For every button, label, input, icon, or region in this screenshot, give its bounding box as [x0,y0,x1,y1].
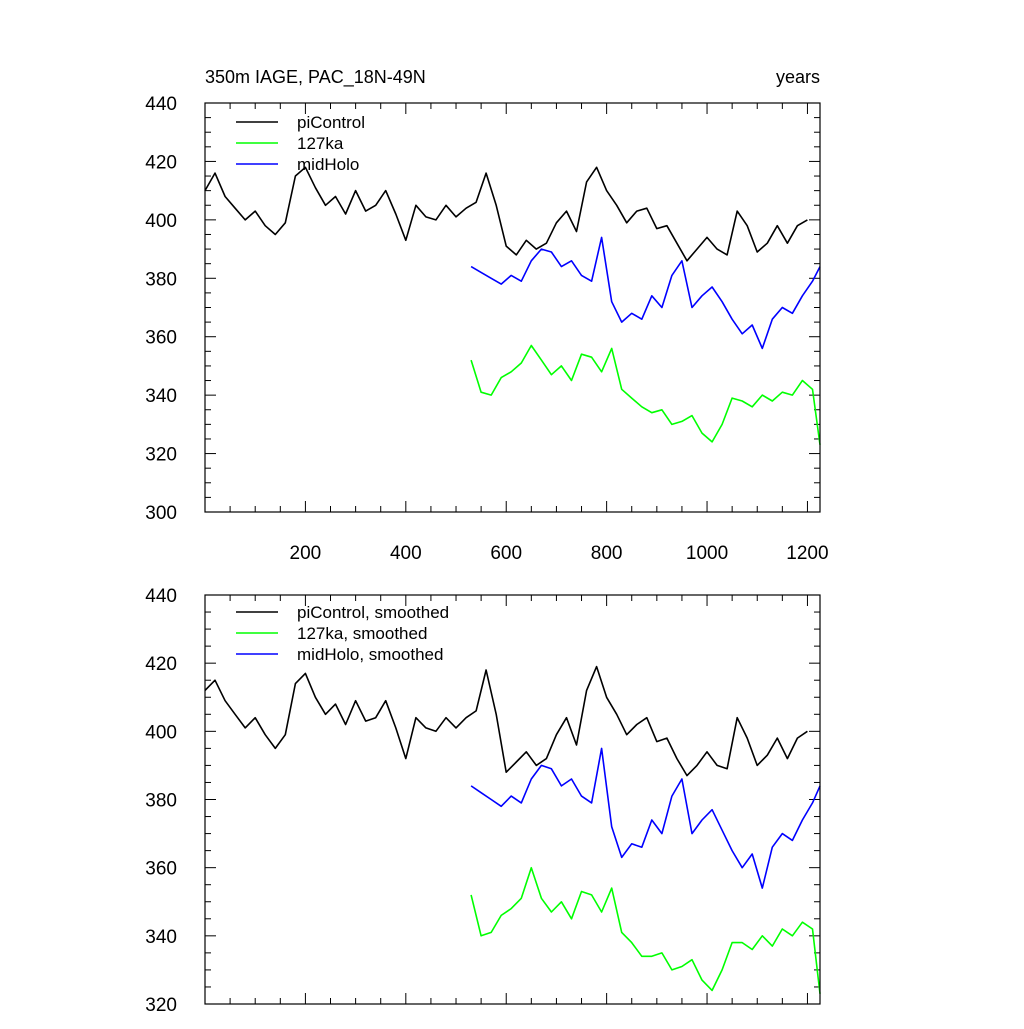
y-tick-label: 420 [145,654,177,675]
upper-y-tick-labels: 300 320 340 360 380 400 420 440 [145,94,177,524]
x-tick-label: 1200 [786,543,828,564]
upper-x-tick-labels: 200 400 600 800 1000 1200 [290,543,829,564]
x-tick-label: 1000 [686,543,728,564]
lower-y-tick-labels: 320 340 360 380 400 420 440 [145,586,177,1016]
upper-chart-title: 350m IAGE, PAC_18N-49N [205,67,426,88]
y-tick-label: 440 [145,586,177,607]
series-line-picontrol-smoothed [204,665,808,777]
lower-legend: piControl, smoothed 127ka, smoothed midHol… [236,603,449,664]
y-tick-label: 360 [145,859,177,880]
y-tick-label: 380 [145,269,177,290]
y-tick-label: 320 [145,445,177,466]
series-line-127ka-smoothed [470,866,821,994]
legend-label: 127ka [297,134,344,153]
lower-plot-frame [204,594,821,1005]
y-tick-label: 400 [145,211,177,232]
y-tick-label: 440 [145,94,177,115]
upper-chart-units: years [776,67,820,87]
upper-plot-frame [204,102,821,513]
upper-panel-series [204,166,821,445]
series-line-midholo-smoothed [470,747,821,889]
legend-label: piControl, smoothed [297,603,449,622]
legend-label: 127ka, smoothed [297,624,427,643]
legend-label: midHolo [297,155,359,174]
y-tick-label: 320 [145,995,177,1016]
series-line-picontrol [204,166,808,262]
upper-legend: piControl 127ka midHolo [236,113,365,174]
y-tick-label: 340 [145,386,177,407]
x-tick-label: 800 [591,543,623,564]
legend-label: midHolo, smoothed [297,645,443,664]
y-tick-label: 400 [145,722,177,743]
y-tick-label: 420 [145,152,177,173]
series-line-127ka [470,344,821,445]
lower-panel-series [204,665,821,994]
y-tick-label: 360 [145,328,177,349]
x-tick-label: 600 [490,543,522,564]
legend-label: piControl [297,113,365,132]
y-tick-label: 340 [145,927,177,948]
x-tick-label: 200 [290,543,322,564]
y-tick-label: 300 [145,503,177,524]
series-line-midholo [470,236,821,350]
y-tick-label: 380 [145,791,177,812]
x-tick-label: 400 [390,543,422,564]
